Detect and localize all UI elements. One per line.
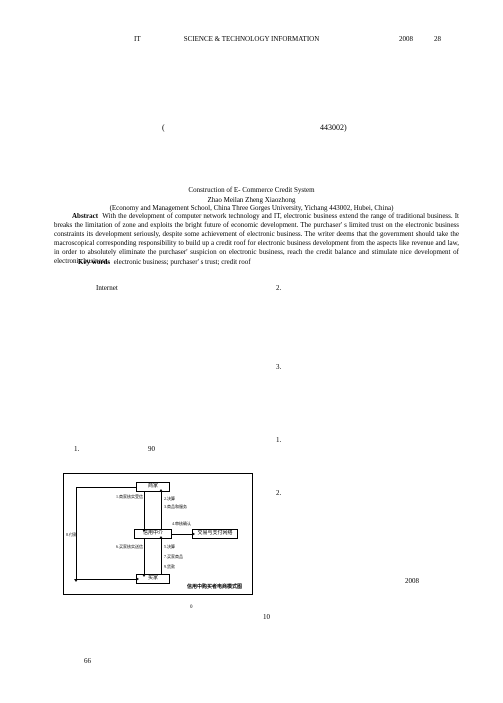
arrow-left-top-h bbox=[76, 487, 136, 488]
english-title: Construction of E- Commerce Credit Syste… bbox=[0, 186, 503, 194]
arrow-sc-up bbox=[161, 492, 162, 529]
ref-10: 10 bbox=[263, 613, 270, 621]
lbl-7: 7.买家商品 bbox=[164, 554, 183, 560]
section-2b: 2. bbox=[276, 489, 281, 497]
inst-code: 443002) bbox=[320, 123, 347, 132]
lbl-2: 2.决算 bbox=[164, 496, 175, 502]
lbl-4: 4.审核确认 bbox=[172, 521, 191, 527]
section-2a: 2. bbox=[276, 284, 281, 292]
lbl-6: 6.买家核实送信 bbox=[116, 544, 143, 550]
english-affiliation: (Economy and Management School, China Th… bbox=[0, 204, 503, 212]
keywords-label: Key words bbox=[78, 258, 110, 266]
lbl-9: 9.货款 bbox=[164, 564, 175, 570]
caption-mark: 0 bbox=[190, 603, 193, 612]
node-platform: 交易与支付网络 bbox=[192, 529, 238, 539]
ref-internet: Internet bbox=[96, 284, 118, 293]
node-seller: 商家 bbox=[136, 482, 170, 492]
header-center: SCIENCE & TECHNOLOGY INFORMATION bbox=[0, 35, 503, 43]
header-year: 2008 bbox=[399, 35, 413, 43]
ref-90: 90 bbox=[148, 445, 155, 453]
diagram-caption: 信用中购买者电商模式图 bbox=[187, 583, 242, 590]
lbl-1: 1.商家核实受信 bbox=[116, 494, 143, 500]
page-number: 66 bbox=[84, 657, 91, 665]
header-issue: 28 bbox=[434, 35, 441, 43]
keywords-text: electronic business; purchaser' s trust;… bbox=[114, 258, 251, 266]
keywords-line: Key words electronic business; purchaser… bbox=[78, 258, 251, 266]
section-1: 1. bbox=[74, 445, 79, 453]
ref-2008: 2008 bbox=[405, 577, 419, 585]
arrow-left-bot-h bbox=[76, 579, 136, 580]
credit-flow-diagram: 商家 信用中介 买家 交易与支付网络 8.付款 1.商家核实受信 2.决算 3.… bbox=[63, 473, 253, 595]
section-1b: 1. bbox=[276, 436, 281, 444]
arrow-cp bbox=[172, 534, 192, 535]
english-authors: Zhao Meilan Zheng Xiaozhong bbox=[0, 196, 503, 204]
node-credit: 信用中介 bbox=[134, 529, 172, 539]
arrow-cb-down bbox=[144, 539, 145, 574]
paren-left: ( bbox=[162, 123, 165, 132]
arrow-cb-up bbox=[161, 539, 162, 574]
section-3: 3. bbox=[276, 363, 281, 371]
lbl-3: 3.商品和服务 bbox=[164, 504, 187, 510]
lbl-8: 8.付款 bbox=[66, 532, 77, 538]
lbl-5: 5.决算 bbox=[164, 544, 175, 550]
arrow-sc-down bbox=[144, 492, 145, 529]
